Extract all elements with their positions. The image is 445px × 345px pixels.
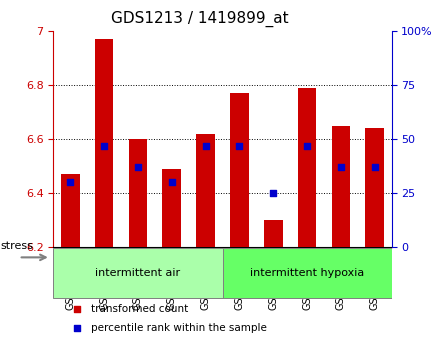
Text: stress: stress: [0, 241, 33, 251]
Text: intermittent air: intermittent air: [95, 268, 181, 278]
Text: transformed count: transformed count: [91, 304, 188, 314]
Point: [303, 143, 311, 148]
Point: [434, 50, 441, 56]
Bar: [61, 174, 80, 247]
Point: [337, 165, 344, 170]
Bar: [196, 134, 215, 247]
Point: [101, 143, 108, 148]
Point: [67, 180, 74, 185]
Text: percentile rank within the sample: percentile rank within the sample: [91, 323, 267, 333]
Point: [168, 180, 175, 185]
Point: [236, 143, 243, 148]
Point: [371, 165, 378, 170]
Bar: [95, 39, 113, 247]
FancyBboxPatch shape: [222, 248, 392, 298]
Text: intermittent hypoxia: intermittent hypoxia: [250, 268, 364, 278]
Bar: [230, 93, 249, 247]
Point: [134, 165, 142, 170]
Bar: [332, 126, 350, 247]
Bar: [264, 220, 283, 247]
Bar: [129, 139, 147, 247]
Point: [270, 190, 277, 196]
FancyBboxPatch shape: [53, 248, 222, 298]
Bar: [162, 169, 181, 247]
Text: GDS1213 / 1419899_at: GDS1213 / 1419899_at: [111, 10, 289, 27]
Bar: [365, 128, 384, 247]
Bar: [298, 88, 316, 247]
Point: [434, 227, 441, 233]
Point: [202, 143, 209, 148]
